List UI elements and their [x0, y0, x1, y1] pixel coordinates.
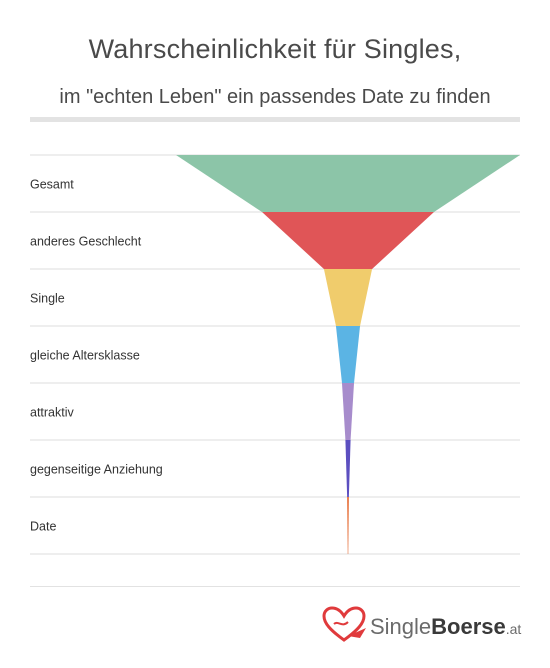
funnel-segment-gegenseitige-anziehung [345, 440, 351, 497]
logo-text-single: Single [370, 614, 432, 639]
funnel-label: gleiche Altersklasse [30, 349, 140, 363]
logo-text-boerse: Boerse [431, 614, 506, 639]
heart-logo-icon [322, 606, 366, 642]
funnel-label: Gesamt [30, 178, 74, 192]
funnel-segment-gleiche-altersklasse [335, 326, 361, 383]
funnel-segment-anderes-geschlecht [262, 212, 434, 269]
funnel-labels: Gesamt anderes Geschlecht Single gleiche Al… [30, 178, 163, 534]
chart-title: Wahrscheinlichkeit für Singles, [88, 34, 462, 64]
funnel-segment-attraktiv [341, 383, 355, 440]
funnel-label: attraktiv [30, 406, 75, 420]
footer-divider [30, 586, 520, 587]
funnel-label: anderes Geschlecht [30, 235, 142, 249]
singleboerse-logo[interactable]: SingleBoerse.at [322, 606, 532, 650]
title-divider [30, 117, 520, 122]
funnel-label: Single [30, 292, 65, 306]
chart-subtitle: im "echten Leben" ein passendes Date zu … [59, 86, 491, 108]
funnel-segment-single [323, 269, 373, 326]
logo-wordmark: SingleBoerse.at [370, 614, 521, 640]
funnel-segments [176, 155, 520, 554]
logo-text-suffix: .at [505, 621, 522, 637]
funnel-segment-date [347, 497, 349, 554]
funnel-label: Date [30, 520, 56, 534]
funnel-segment-gesamt [176, 155, 520, 212]
funnel-label: gegenseitige Anziehung [30, 463, 163, 477]
